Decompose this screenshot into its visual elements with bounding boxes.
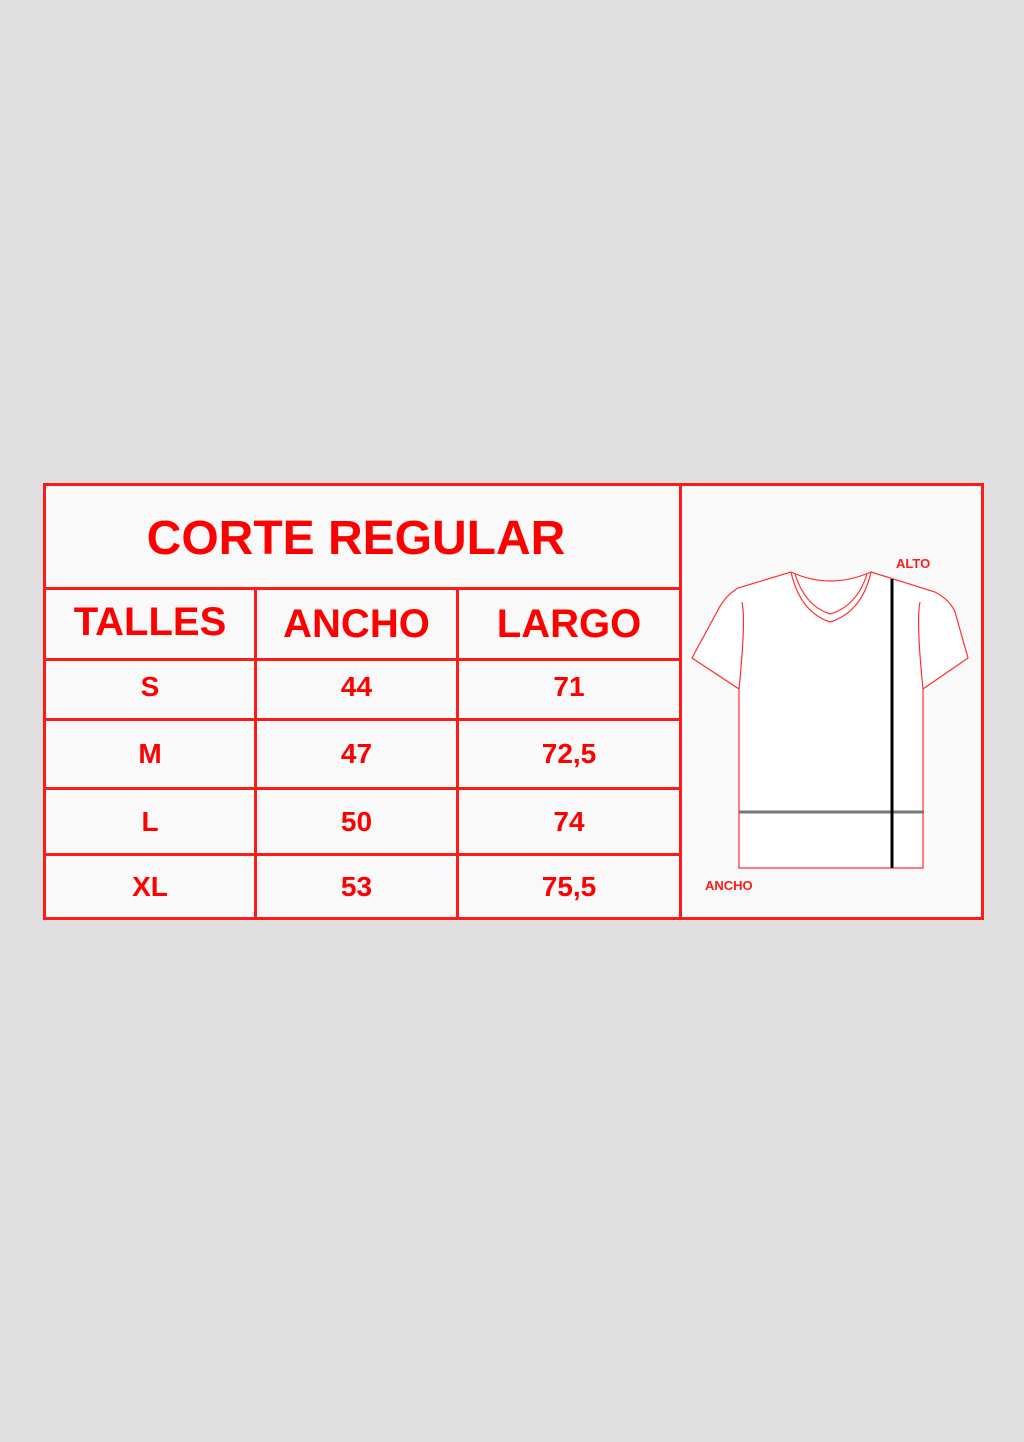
divider xyxy=(254,587,257,917)
ancho-xl: 53 xyxy=(340,870,373,902)
divider xyxy=(46,658,681,661)
size-s: S xyxy=(140,671,160,702)
sleeve-seam-right xyxy=(917,601,924,690)
largo-xl: 75,5 xyxy=(541,870,597,902)
header-ancho: ANCHO xyxy=(283,601,430,646)
collar-inner xyxy=(794,573,868,615)
size-l: L xyxy=(141,805,159,837)
divider xyxy=(46,587,681,590)
size-m: M xyxy=(138,738,162,769)
header-largo: LARGO xyxy=(496,601,642,646)
largo-l: 74 xyxy=(553,805,585,837)
ancho-s: 44 xyxy=(340,671,373,702)
alto-label: ALTO xyxy=(896,556,931,571)
largo-s: 71 xyxy=(553,671,585,702)
divider xyxy=(46,787,681,790)
header-talles: TALLES xyxy=(73,599,227,644)
chart-title: CORTE REGULAR xyxy=(146,511,566,565)
ancho-m: 47 xyxy=(340,738,373,769)
ancho-l: 50 xyxy=(340,805,373,837)
divider-vertical xyxy=(679,486,682,917)
tshirt-outline xyxy=(691,571,969,869)
ancho-label: ANCHO xyxy=(705,878,753,893)
divider xyxy=(456,587,459,917)
largo-m: 72,5 xyxy=(541,738,597,769)
divider xyxy=(46,853,681,856)
size-xl: XL xyxy=(132,870,168,902)
sleeve-seam-left xyxy=(738,601,745,690)
collar-outer xyxy=(790,571,872,623)
divider xyxy=(46,718,681,721)
